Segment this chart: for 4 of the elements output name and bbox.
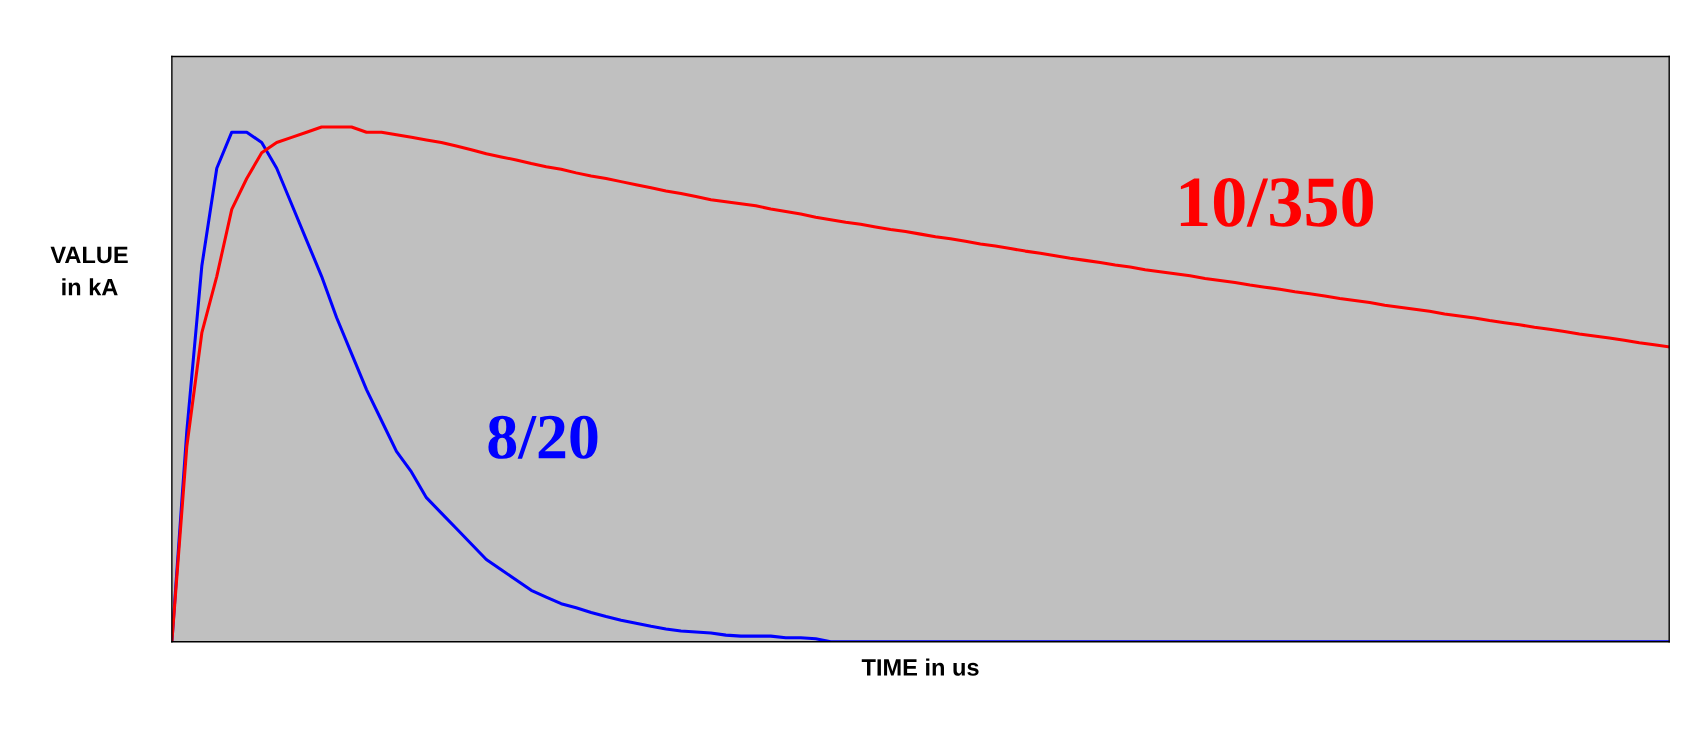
series-label: 10/350	[1180, 178, 1373, 227]
series-label: 8/20	[488, 415, 598, 459]
x-axis-title: TIME in us	[861, 658, 979, 676]
y-axis-title: VALUE in kA	[50, 246, 128, 296]
